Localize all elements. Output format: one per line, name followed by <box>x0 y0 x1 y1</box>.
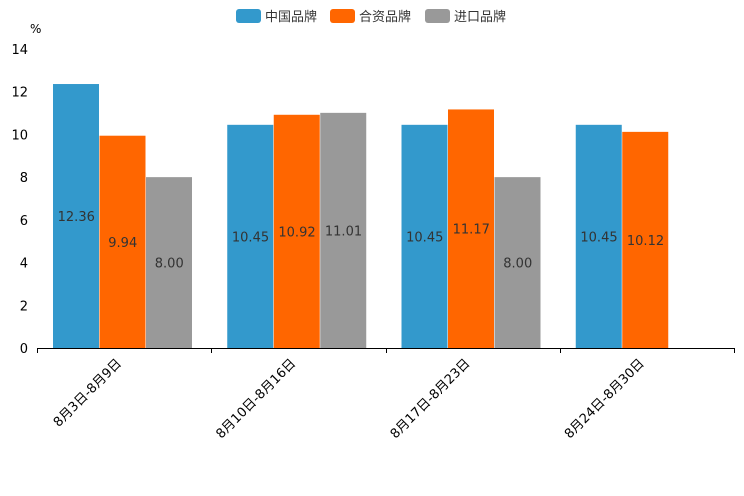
bar-value-label: 9.94 <box>108 236 137 251</box>
legend-swatch-0[interactable] <box>236 9 261 23</box>
legend: 中国品牌 合资品牌 进口品牌 <box>236 9 506 25</box>
x-tick-label: 8月17日-8月23日 <box>388 356 474 442</box>
y-tick-label: 4 <box>20 257 28 272</box>
y-tick-label: 2 <box>20 299 28 314</box>
y-tick-label: 0 <box>20 342 28 357</box>
bar-value-label: 10.45 <box>580 230 617 245</box>
bar[interactable] <box>448 109 494 349</box>
bar[interactable] <box>401 124 448 348</box>
legend-label-0[interactable]: 中国品牌 <box>265 9 317 25</box>
bar[interactable] <box>146 177 192 348</box>
x-axis: 8月3日-8月9日 8月10日-8月16日 8月17日-8月23日 8月24日-8月3… <box>37 348 735 442</box>
legend-swatch-1[interactable] <box>330 9 355 23</box>
x-tick-label: 8月10日-8月16日 <box>213 356 299 442</box>
bar-value-label: 10.45 <box>406 230 443 245</box>
bar-value-label: 10.45 <box>232 230 269 245</box>
bar-value-label: 10.12 <box>627 234 664 249</box>
bar[interactable] <box>99 135 146 348</box>
bar[interactable] <box>575 124 622 348</box>
bar[interactable] <box>494 177 541 348</box>
bar-value-label: 11.17 <box>453 223 490 238</box>
bars: 12.36 9.94 8.00 10.45 10.92 11.01 10.45 11.17 8.… <box>53 84 669 349</box>
bar[interactable] <box>320 112 367 349</box>
y-tick-label: 6 <box>20 214 28 229</box>
x-tick-label: 8月24日-8月30日 <box>562 356 648 442</box>
y-tick-label: 14 <box>11 43 28 58</box>
bar-value-label: 11.01 <box>325 224 362 239</box>
y-tick-label: 10 <box>11 128 28 143</box>
y-axis-unit-label: % <box>30 22 41 36</box>
bar-value-label: 10.92 <box>278 225 315 240</box>
legend-label-2[interactable]: 进口品牌 <box>454 9 506 25</box>
bar-value-label: 8.00 <box>155 257 184 272</box>
legend-label-1[interactable]: 合资品牌 <box>359 9 411 25</box>
y-axis: 0 2 4 6 8 10 12 14 <box>11 43 28 357</box>
legend-swatch-2[interactable] <box>425 9 450 23</box>
bar-value-label: 8.00 <box>503 257 532 272</box>
bar[interactable] <box>227 124 274 348</box>
y-tick-label: 8 <box>20 171 28 186</box>
bar[interactable] <box>53 84 99 349</box>
bar[interactable] <box>622 131 669 348</box>
bar[interactable] <box>273 114 320 348</box>
x-tick-label: 8月3日-8月9日 <box>51 356 125 430</box>
y-tick-label: 12 <box>11 86 28 101</box>
bar-value-label: 12.36 <box>58 210 95 225</box>
